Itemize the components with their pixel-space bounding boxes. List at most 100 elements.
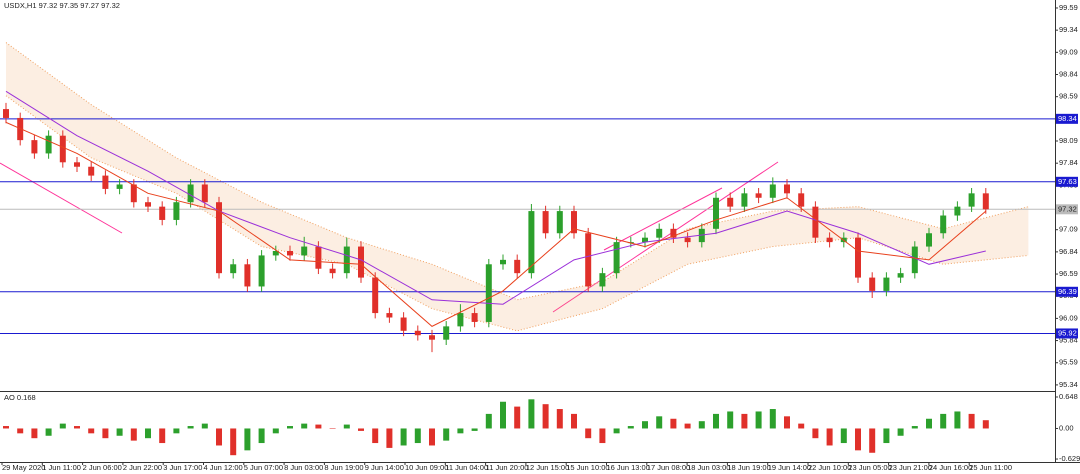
ao-bar: [201, 423, 208, 429]
candle-body: [443, 326, 450, 340]
ao-bar: [542, 404, 549, 429]
ao-bar: [74, 426, 80, 429]
candle-body: [400, 317, 407, 331]
cloud-segment: [943, 206, 1029, 265]
y-tick-label: 96.59: [1059, 269, 1078, 278]
x-tick-label: 18 Jun 19:00: [727, 463, 770, 472]
candle-body: [926, 233, 932, 247]
ao-bar: [173, 428, 180, 434]
cloud-segment: [602, 228, 688, 309]
ao-bar: [429, 428, 435, 446]
candle-body: [741, 193, 748, 207]
ao-bar: [798, 423, 805, 429]
x-tick-label: 11 Jun 20:00: [486, 463, 529, 472]
y-tick-label: 98.09: [1059, 136, 1078, 145]
cloud-segment: [91, 104, 177, 194]
ao-tick-label: 0.00: [1059, 423, 1074, 432]
ao-bar: [698, 421, 705, 429]
ao-bar: [982, 420, 989, 429]
candle-body: [116, 184, 123, 189]
ao-bar: [613, 428, 620, 434]
candle-body: [954, 206, 961, 216]
candle-body: [230, 264, 237, 274]
level-label: 95.92: [1058, 328, 1077, 337]
candle-body: [556, 211, 563, 234]
candle-body: [684, 237, 691, 243]
ao-bar: [343, 424, 350, 429]
ao-bar: [414, 428, 421, 444]
candle-body: [45, 135, 52, 154]
x-tick-label: 8 Jun 19:00: [324, 463, 363, 472]
x-tick-label: 23 Jun 21:00: [889, 463, 932, 472]
y-tick-label: 97.09: [1059, 225, 1078, 234]
ao-bar: [627, 426, 634, 429]
candle-body: [670, 228, 677, 238]
candle-body: [485, 264, 492, 322]
ao-bar: [642, 421, 648, 429]
ao-bar: [670, 418, 677, 429]
ao-bar: [599, 428, 606, 444]
ao-bar: [130, 428, 137, 441]
x-tick-label: 18 Jun 03:00: [687, 463, 730, 472]
ao-bar: [329, 428, 336, 429]
candle-body: [59, 135, 66, 163]
ao-bar: [102, 428, 109, 439]
level-label-box: [1056, 328, 1078, 339]
candle-body: [514, 259, 521, 274]
candle-body: [74, 162, 80, 167]
ao-bar: [826, 428, 833, 446]
ao-bar: [883, 428, 890, 444]
candle-body: [173, 202, 180, 220]
trend-line: [603, 187, 723, 251]
candle-body: [272, 250, 279, 256]
ao-bar: [571, 413, 577, 429]
candle-body: [301, 246, 308, 256]
y-tick-label: 95.84: [1059, 336, 1078, 345]
candle-body: [88, 166, 95, 176]
ao-bar: [216, 428, 222, 446]
candle-body: [386, 313, 393, 318]
ao-bar: [713, 413, 719, 429]
level-label: 97.63: [1058, 177, 1077, 186]
trend-line: [552, 161, 779, 313]
ao-bar: [31, 428, 38, 439]
y-tick-label: 97.84: [1059, 158, 1078, 167]
candle-body: [968, 193, 975, 207]
candle-body: [244, 264, 251, 287]
ao-bar: [869, 428, 876, 453]
x-tick-label: 5 Jun 07:00: [244, 463, 283, 472]
ao-bar: [556, 409, 563, 429]
x-tick-label: 4 Jun 12:00: [204, 463, 243, 472]
ao-bar: [684, 423, 691, 429]
candle-body: [940, 215, 947, 234]
ao-bar: [471, 428, 478, 431]
candle-body: [727, 197, 734, 207]
ao-bar: [443, 428, 450, 441]
x-tick-label: 15 Jun 10:00: [566, 463, 609, 472]
ao-bar: [528, 399, 535, 429]
ao-bar: [145, 428, 151, 439]
candle-body: [585, 233, 592, 287]
ao-bar: [968, 413, 975, 429]
ao-bar: [741, 413, 748, 429]
ao-bar: [514, 406, 521, 429]
candle-body: [414, 330, 421, 336]
x-tick-label: 29 May 2020: [2, 463, 45, 472]
level-label-box: [1056, 113, 1078, 124]
x-tick-label: 11 Jun 04:00: [445, 463, 488, 472]
ao-tick-label: -0.629: [1059, 454, 1080, 463]
moving-average: [5, 90, 986, 305]
candle-body: [784, 184, 790, 194]
candle-body: [542, 211, 549, 234]
x-tick-label: 16 Jun 13:00: [607, 463, 650, 472]
ao-bar: [301, 423, 308, 429]
ao-bar: [187, 426, 194, 429]
x-tick-label: 2 Jun 22:00: [123, 463, 162, 472]
level-label-box: [1056, 176, 1078, 187]
candle-body: [145, 202, 151, 207]
x-tick-label: 2 Jun 06:00: [83, 463, 122, 472]
x-tick-label: 24 Jun 16:00: [929, 463, 972, 472]
y-tick-label: 99.34: [1059, 25, 1078, 34]
ao-bar: [897, 428, 904, 436]
